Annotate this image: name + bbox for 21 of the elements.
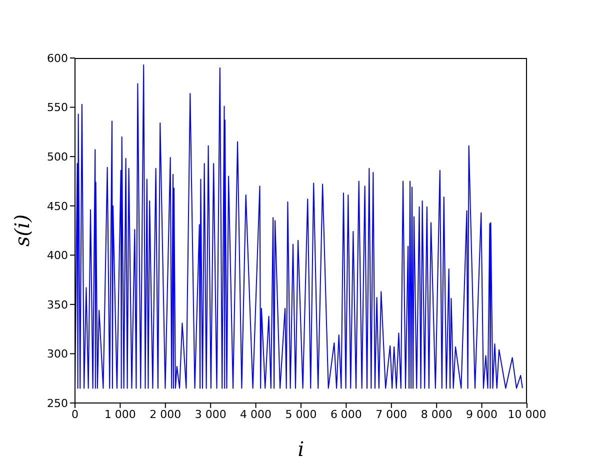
x-tick-label: 1 000 bbox=[104, 408, 136, 421]
x-tick-label: 8 000 bbox=[420, 408, 452, 421]
x-tick-label: 5 000 bbox=[285, 408, 317, 421]
x-tick-label: 0 bbox=[72, 408, 78, 421]
x-tick-label: 7 000 bbox=[376, 408, 408, 421]
y-tick-label: 500 bbox=[47, 150, 68, 164]
x-tick-label: 6 000 bbox=[330, 408, 362, 421]
x-axis-title: i bbox=[298, 437, 304, 460]
y-tick-label: 400 bbox=[47, 249, 68, 262]
x-tick-label: 9 000 bbox=[466, 408, 498, 421]
x-tick-label: 2 000 bbox=[150, 408, 182, 421]
y-tick-label: 250 bbox=[47, 396, 68, 410]
y-tick-label: 300 bbox=[47, 348, 68, 361]
y-tick-label: 350 bbox=[47, 298, 68, 312]
y-tick-label: 450 bbox=[47, 200, 68, 213]
y-axis-title: s(i) bbox=[10, 214, 34, 247]
x-tick-label: 4 000 bbox=[240, 408, 272, 421]
x-tick-label: 3 000 bbox=[194, 408, 226, 421]
y-tick-label: 600 bbox=[47, 52, 68, 65]
y-tick-label: 550 bbox=[47, 101, 68, 114]
x-tick-label: 10 000 bbox=[508, 408, 546, 421]
